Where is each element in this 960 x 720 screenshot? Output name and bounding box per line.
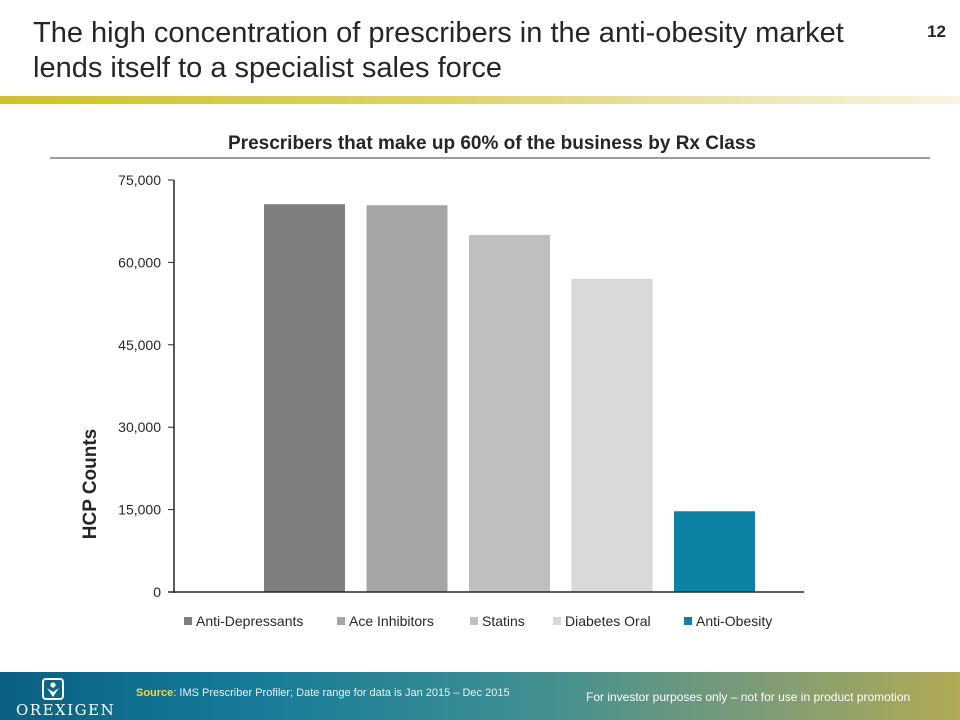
- y-tick-label: 30,000: [118, 419, 161, 435]
- legend-label: Anti-Depressants: [196, 613, 303, 629]
- slide-title: The high concentration of prescribers in…: [33, 17, 844, 84]
- y-tick-label: 0: [153, 584, 161, 600]
- bar-chart: Prescribers that make up 60% of the busi…: [50, 133, 930, 629]
- chart-title: Prescribers that make up 60% of the busi…: [228, 133, 756, 154]
- page-number: 12: [927, 22, 946, 41]
- bar-diabetes-oral: [571, 278, 653, 592]
- disclaimer: For investor purposes only – not for use…: [586, 690, 911, 704]
- legend-swatch: [470, 617, 478, 625]
- y-tick-label: 60,000: [118, 254, 161, 270]
- legend-label: Ace Inhibitors: [349, 613, 434, 629]
- y-tick-label: 75,000: [118, 172, 161, 188]
- legend-swatch: [684, 617, 692, 625]
- legend-label: Statins: [482, 613, 525, 629]
- legend-swatch: [553, 617, 561, 625]
- title-divider: [0, 96, 960, 104]
- source-note: Source: IMS Prescriber Profiler; Date ra…: [136, 687, 510, 699]
- y-tick-label: 15,000: [118, 502, 161, 518]
- legend-swatch: [337, 617, 345, 625]
- source-text: : IMS Prescriber Profiler; Date range fo…: [173, 687, 510, 699]
- bar-ace-inhibitors: [366, 205, 448, 592]
- source-label: Source: [136, 687, 174, 699]
- orexigen-logo-icon: [42, 678, 64, 700]
- y-axis-label: HCP Counts: [80, 429, 101, 539]
- legend-label: Anti-Obesity: [696, 613, 772, 629]
- footer-bar: [0, 672, 960, 720]
- bar-anti-depressants: [264, 204, 345, 593]
- legend-label: Diabetes Oral: [565, 613, 651, 629]
- legend-swatch: [184, 617, 192, 625]
- y-tick-label: 45,000: [118, 337, 161, 353]
- orexigen-logo: OREXIGEN: [16, 701, 116, 719]
- bar-anti-obesity: [674, 511, 755, 592]
- bar-statins: [469, 234, 550, 592]
